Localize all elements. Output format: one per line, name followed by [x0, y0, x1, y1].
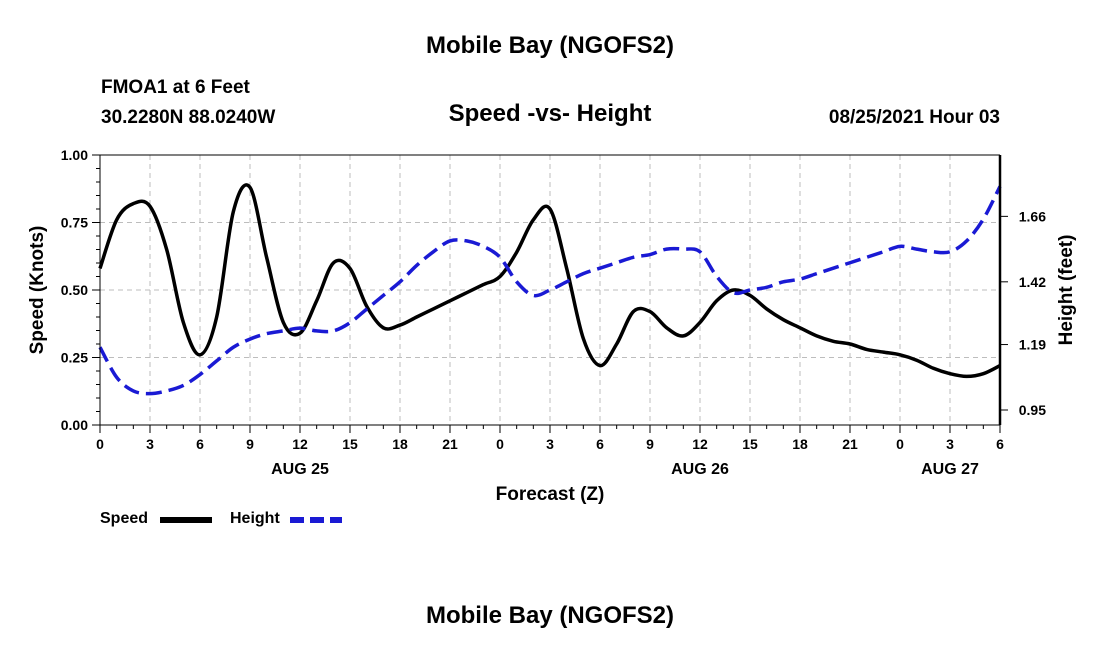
height-series-line: [98, 185, 1002, 396]
x-tick-label: 9: [246, 436, 254, 452]
x-tick-label: 6: [196, 436, 204, 452]
station-label: FMOA1 at 6 Feet: [101, 77, 250, 98]
x-tick-label: 3: [546, 436, 554, 452]
y2-tick-label: 0.95: [1019, 402, 1046, 418]
y-axis-label: Speed (Knots): [27, 226, 48, 355]
y2-tick-label: 1.42: [1019, 274, 1046, 290]
y-tick-label: 0.00: [61, 417, 88, 433]
x-tick-label: 12: [292, 436, 308, 452]
run-time: 08/25/2021 Hour 03: [828, 107, 1000, 128]
x-tick-label: 6: [596, 436, 604, 452]
chart-title-bottom: Mobile Bay (NGOFS2): [425, 602, 675, 629]
axis-ticks: 0 3 6 9 12 15 18 21 0 3 6 9 12 15 18 21 0 3 6 AUG 25 AUG 26 A…: [61, 147, 1046, 478]
x-tick-label: 9: [646, 436, 654, 452]
speed-series-line: [98, 183, 1001, 379]
chart-subtitle: Speed -vs- Height: [448, 100, 652, 127]
series-lines: [98, 183, 1002, 396]
x-tick-label: 18: [392, 436, 408, 452]
x-tick-label: 3: [946, 436, 954, 452]
x-tick-label: 21: [442, 436, 458, 452]
x-tick-label: 12: [692, 436, 708, 452]
date-label: AUG 26: [671, 461, 729, 478]
y-tick-label: 0.75: [61, 215, 88, 231]
y2-axis-label: Height (feet): [1056, 235, 1077, 346]
y2-tick-label: 1.19: [1019, 337, 1046, 353]
x-tick-label: 15: [742, 436, 758, 452]
x-tick-label: 0: [896, 436, 904, 452]
x-tick-label: 21: [842, 436, 858, 452]
date-label: AUG 25: [271, 461, 329, 478]
x-tick-label: 3: [146, 436, 154, 452]
grid-lines: [100, 155, 1000, 425]
y-tick-label: 0.50: [61, 282, 88, 298]
y-tick-label: 1.00: [61, 147, 88, 163]
x-tick-label: 15: [342, 436, 358, 452]
station-coords: 30.2280N 88.0240W: [101, 107, 276, 128]
x-tick-label: 18: [792, 436, 808, 452]
y2-tick-label: 1.66: [1019, 208, 1046, 224]
x-tick-label: 6: [996, 436, 1004, 452]
y-tick-label: 0.25: [61, 350, 88, 366]
legend-height-label: Height: [230, 510, 280, 527]
x-tick-label: 0: [96, 436, 104, 452]
date-label: AUG 27: [921, 461, 979, 478]
legend-speed-label: Speed: [100, 510, 149, 527]
x-tick-label: 0: [496, 436, 504, 452]
x-axis-label: Forecast (Z): [496, 484, 605, 505]
chart-title-top: Mobile Bay (NGOFS2): [425, 32, 675, 59]
